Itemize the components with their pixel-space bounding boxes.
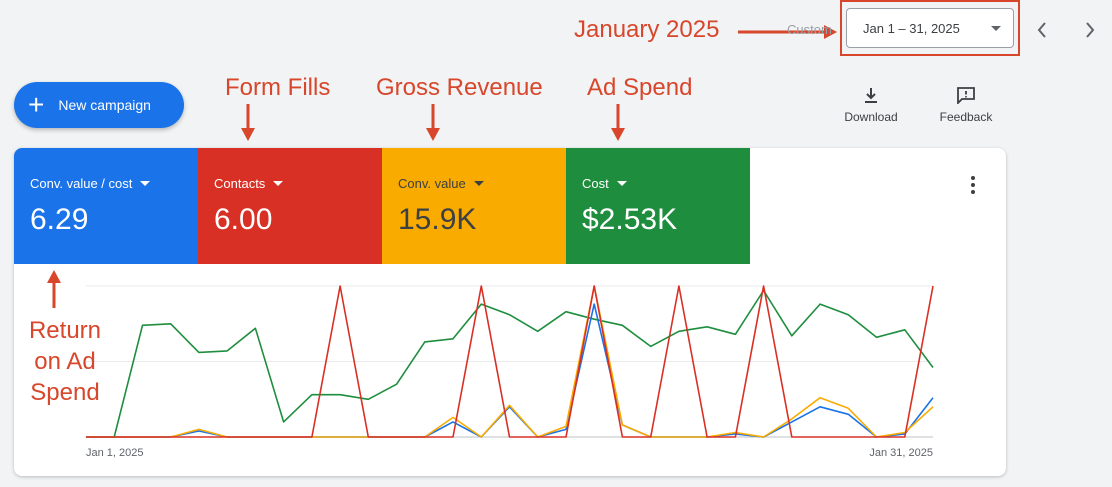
download-button[interactable]: Download	[840, 86, 902, 124]
metric-label: Contacts	[214, 176, 266, 191]
caret-down-icon	[140, 181, 151, 186]
feedback-button[interactable]: Feedback	[936, 86, 996, 124]
metric-value: 6.00	[214, 203, 273, 236]
metric-tile-conv-value[interactable]: Conv. value 15.9K	[382, 148, 566, 264]
annotation-arrow-up	[47, 270, 61, 308]
metric-label: Conv. value / cost	[30, 176, 133, 191]
annotation-arrow-down	[241, 104, 255, 141]
annotation-january: January 2025	[574, 16, 720, 43]
metric-label: Conv. value	[398, 176, 466, 191]
date-range-picker[interactable]: Jan 1 – 31, 2025	[846, 8, 1014, 48]
chevron-left-icon	[1037, 22, 1046, 38]
annotation-roas: Return on Ad Spend	[28, 317, 102, 406]
date-range-value: Jan 1 – 31, 2025	[863, 20, 960, 36]
metric-tile-contacts[interactable]: Contacts 6.00	[198, 148, 382, 264]
annotation-arrow-down	[426, 104, 440, 141]
chevron-down-icon	[991, 25, 1001, 31]
series-line-contacts	[86, 285, 934, 438]
metric-value: 6.29	[30, 203, 89, 236]
metric-label: Cost	[582, 176, 609, 191]
feedback-icon	[957, 87, 975, 104]
metric-tile-cost[interactable]: Cost $2.53K	[566, 148, 750, 264]
date-range-highlight: Jan 1 – 31, 2025	[840, 0, 1020, 56]
next-period-button[interactable]	[1078, 18, 1102, 42]
performance-chart: Jan 1, 2025 Jan 31, 2025	[86, 285, 934, 459]
custom-label: Custom	[787, 22, 832, 37]
new-campaign-label: New campaign	[58, 97, 151, 113]
annotation-gross-revenue: Gross Revenue	[376, 74, 543, 101]
previous-period-button[interactable]	[1030, 18, 1054, 42]
caret-down-icon	[616, 181, 627, 186]
more-vert-icon	[971, 176, 975, 180]
download-label: Download	[844, 110, 898, 124]
new-campaign-button[interactable]: + New campaign	[14, 82, 184, 128]
x-axis-end-label: Jan 31, 2025	[869, 447, 933, 459]
chevron-right-icon	[1086, 22, 1095, 38]
series-line-cost	[86, 289, 934, 438]
x-axis-start-label: Jan 1, 2025	[86, 447, 144, 459]
annotation-form-fills: Form Fills	[225, 74, 331, 101]
metric-value: 15.9K	[398, 203, 477, 236]
caret-down-icon	[273, 181, 284, 186]
performance-card: Conv. value / cost 6.29 Contacts 6.00 Co…	[14, 148, 1006, 476]
caret-down-icon	[473, 181, 484, 186]
metric-value: $2.53K	[582, 203, 678, 236]
download-icon	[865, 88, 877, 103]
series-line-conv-value-cost	[86, 303, 934, 438]
feedback-label: Feedback	[939, 110, 993, 124]
annotation-arrow-right	[738, 25, 837, 39]
annotation-arrow-down	[611, 104, 625, 141]
metric-tile-conv-value-cost[interactable]: Conv. value / cost 6.29	[14, 148, 198, 264]
annotation-ad-spend: Ad Spend	[587, 74, 693, 101]
plus-icon: +	[28, 89, 45, 120]
more-options-button[interactable]	[966, 174, 980, 196]
